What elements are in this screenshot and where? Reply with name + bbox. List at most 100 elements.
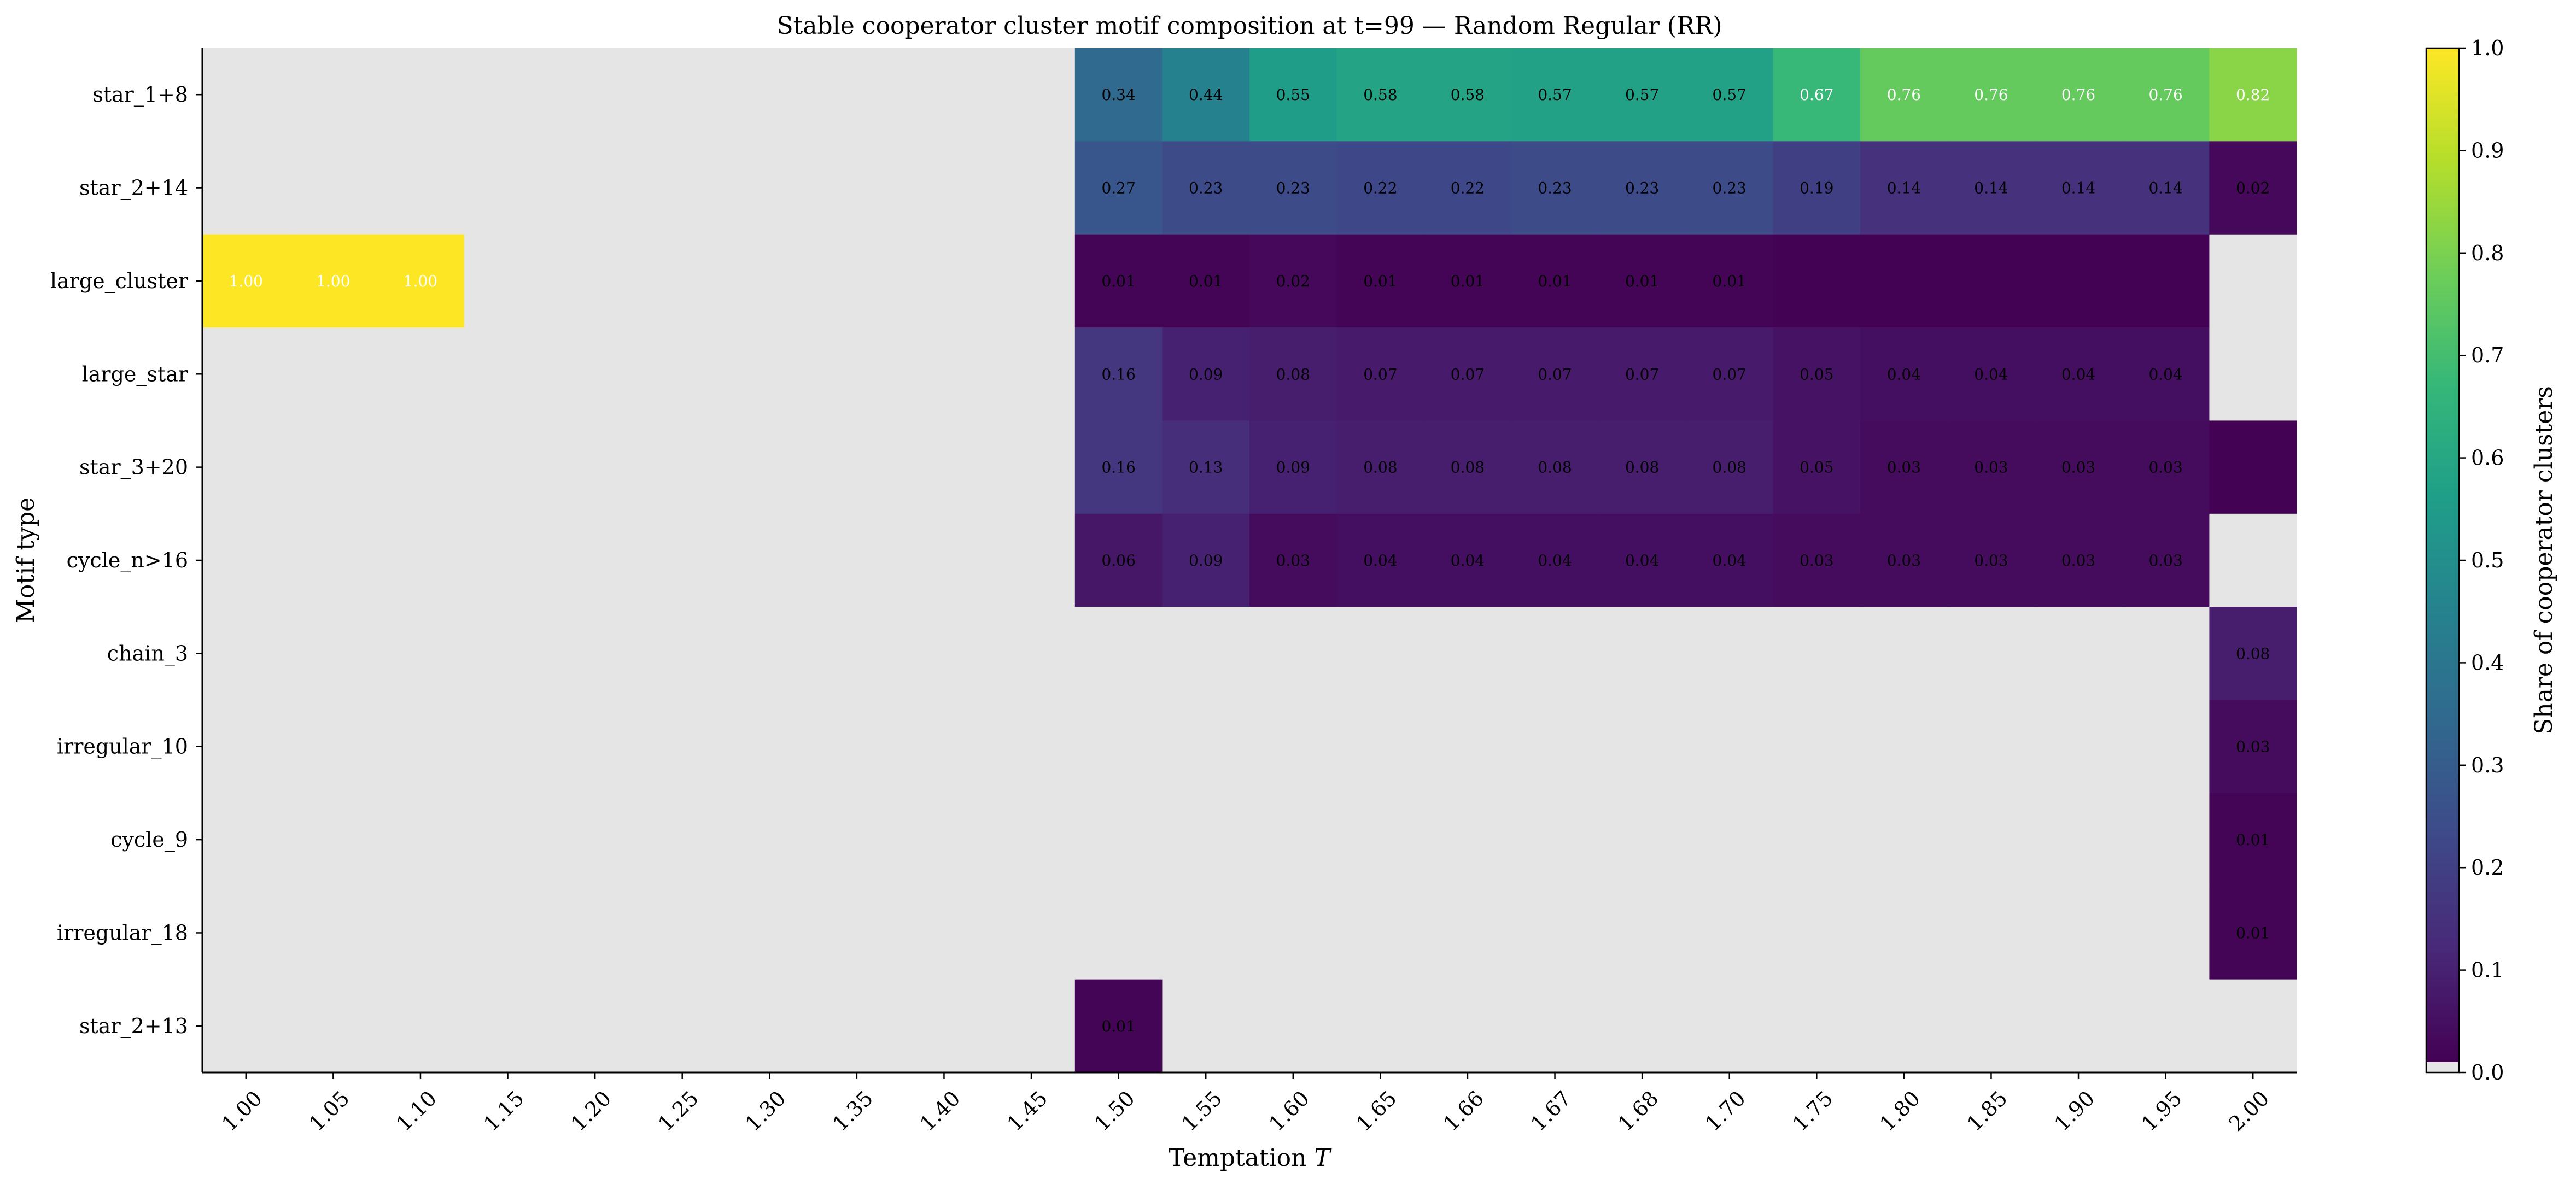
heatmap-cell — [551, 886, 639, 980]
heatmap-cell — [1162, 886, 1250, 980]
heatmap-cell — [1773, 793, 1861, 887]
cell-value-label: 0.76 — [1974, 86, 2008, 104]
heatmap-cell — [202, 700, 290, 794]
cell-value-label: 0.58 — [1451, 86, 1485, 104]
cell-value-label: 0.44 — [1189, 86, 1223, 104]
heatmap-cell — [1947, 327, 2035, 421]
heatmap-cell — [726, 607, 814, 701]
heatmap-cell — [1598, 420, 1686, 514]
colorbar-ticks: 0.0 0.1 0.2 0.3 0.4 0.5 0.6 0.7 0.8 0.9 1.0 — [2459, 36, 2504, 1085]
heatmap-cell — [464, 793, 552, 887]
chart-title: Stable cooperator cluster motif composit… — [776, 12, 1722, 40]
heatmap-cell — [464, 234, 552, 328]
heatmap-cell — [1074, 793, 1163, 887]
cell-value-label: 0.01 — [1538, 272, 1572, 290]
heatmap-cell — [2209, 420, 2297, 514]
heatmap-cell — [1773, 48, 1861, 142]
heatmap-cell — [638, 234, 727, 328]
heatmap-cell — [289, 141, 377, 235]
heatmap-cell — [1162, 234, 1250, 328]
cell-value-label: 0.04 — [1713, 552, 1746, 570]
colorbar: 0.0 0.1 0.2 0.3 0.4 0.5 0.6 0.7 0.8 0.9 1.0 — [2425, 36, 2504, 1085]
heatmap-cell — [1424, 234, 1512, 328]
heatmap-cell — [1511, 327, 1599, 421]
heatmap-cell — [988, 607, 1076, 701]
heatmap-cell — [202, 979, 290, 1073]
heatmap-cell — [2209, 327, 2297, 421]
heatmap-cell — [1424, 886, 1512, 980]
cell-value-label: 0.03 — [2148, 459, 2182, 477]
heatmap-cell — [813, 141, 901, 235]
heatmap-cell — [1162, 793, 1250, 887]
cell-value-label: 0.27 — [1101, 179, 1135, 197]
cell-value-label: 0.01 — [1363, 272, 1397, 290]
heatmap-cell — [2122, 793, 2210, 887]
cell-value-label: 0.05 — [1800, 459, 1833, 477]
heatmap-cell — [1074, 979, 1163, 1073]
cell-value-label: 0.23 — [1625, 179, 1659, 197]
colorbar-tick-label: 0.6 — [2471, 446, 2504, 470]
heatmap-cell — [202, 48, 290, 142]
heatmap-cell — [726, 886, 814, 980]
heatmap-cell — [1860, 48, 1948, 142]
heatmap-cell — [1947, 513, 2035, 607]
cell-value-label: 0.14 — [1887, 179, 1921, 197]
heatmap-cell — [900, 793, 988, 887]
cell-value-label: 0.76 — [2061, 86, 2095, 104]
heatmap-cell — [1511, 979, 1599, 1073]
cell-value-label: 0.08 — [1713, 459, 1746, 477]
heatmap-cell — [1336, 327, 1424, 421]
heatmap-cell — [464, 420, 552, 514]
heatmap-cell — [1162, 141, 1250, 235]
heatmap-cell — [1947, 979, 2035, 1073]
heatmap-cell — [988, 327, 1076, 421]
heatmap-cell — [900, 420, 988, 514]
heatmap-cell — [900, 48, 988, 142]
heatmap-cell — [464, 513, 552, 607]
heatmap-cell — [1249, 793, 1337, 887]
heatmap-cell — [1685, 420, 1774, 514]
heatmap-cell — [988, 141, 1076, 235]
cell-value-label: 0.01 — [1101, 1017, 1135, 1035]
heatmap-cell — [1074, 327, 1163, 421]
heatmap-cell — [1685, 793, 1774, 887]
cell-value-label: 0.76 — [2148, 86, 2182, 104]
heatmap-cell — [726, 48, 814, 142]
y-tick-label: irregular_10 — [57, 735, 188, 759]
heatmap-cell — [1947, 607, 2035, 701]
heatmap-cell — [2122, 420, 2210, 514]
heatmap-cell — [900, 700, 988, 794]
heatmap-cell — [551, 700, 639, 794]
heatmap-cell — [289, 607, 377, 701]
y-tick-label: large_cluster — [50, 269, 189, 294]
heatmap-cell — [1860, 234, 1948, 328]
heatmap-cell — [377, 234, 465, 328]
heatmap-cell — [551, 327, 639, 421]
heatmap-cell — [1860, 700, 1948, 794]
heatmap-cell — [202, 234, 290, 328]
heatmap-cell — [638, 979, 727, 1073]
heatmap-cell — [289, 979, 377, 1073]
heatmap-cell — [464, 141, 552, 235]
heatmap-cell — [377, 513, 465, 607]
heatmap-cell — [726, 979, 814, 1073]
cell-value-label: 0.76 — [1887, 86, 1921, 104]
heatmap-cell — [464, 607, 552, 701]
y-tick-label: star_2+14 — [79, 176, 188, 201]
heatmap-cell — [726, 513, 814, 607]
heatmap-cell — [638, 793, 727, 887]
heatmap-cell — [551, 48, 639, 142]
cell-value-label: 0.19 — [1800, 179, 1833, 197]
heatmap-cell — [1424, 48, 1512, 142]
heatmap-cell — [1336, 48, 1424, 142]
heatmap-cell — [726, 234, 814, 328]
heatmap-cell — [1074, 700, 1163, 794]
heatmap-cell — [1424, 979, 1512, 1073]
heatmap-cell — [464, 327, 552, 421]
heatmap-cell — [988, 700, 1076, 794]
heatmap-cell — [377, 793, 465, 887]
heatmap-cell — [1773, 234, 1861, 328]
heatmap-cell — [900, 513, 988, 607]
cell-value-label: 0.07 — [1451, 365, 1485, 383]
